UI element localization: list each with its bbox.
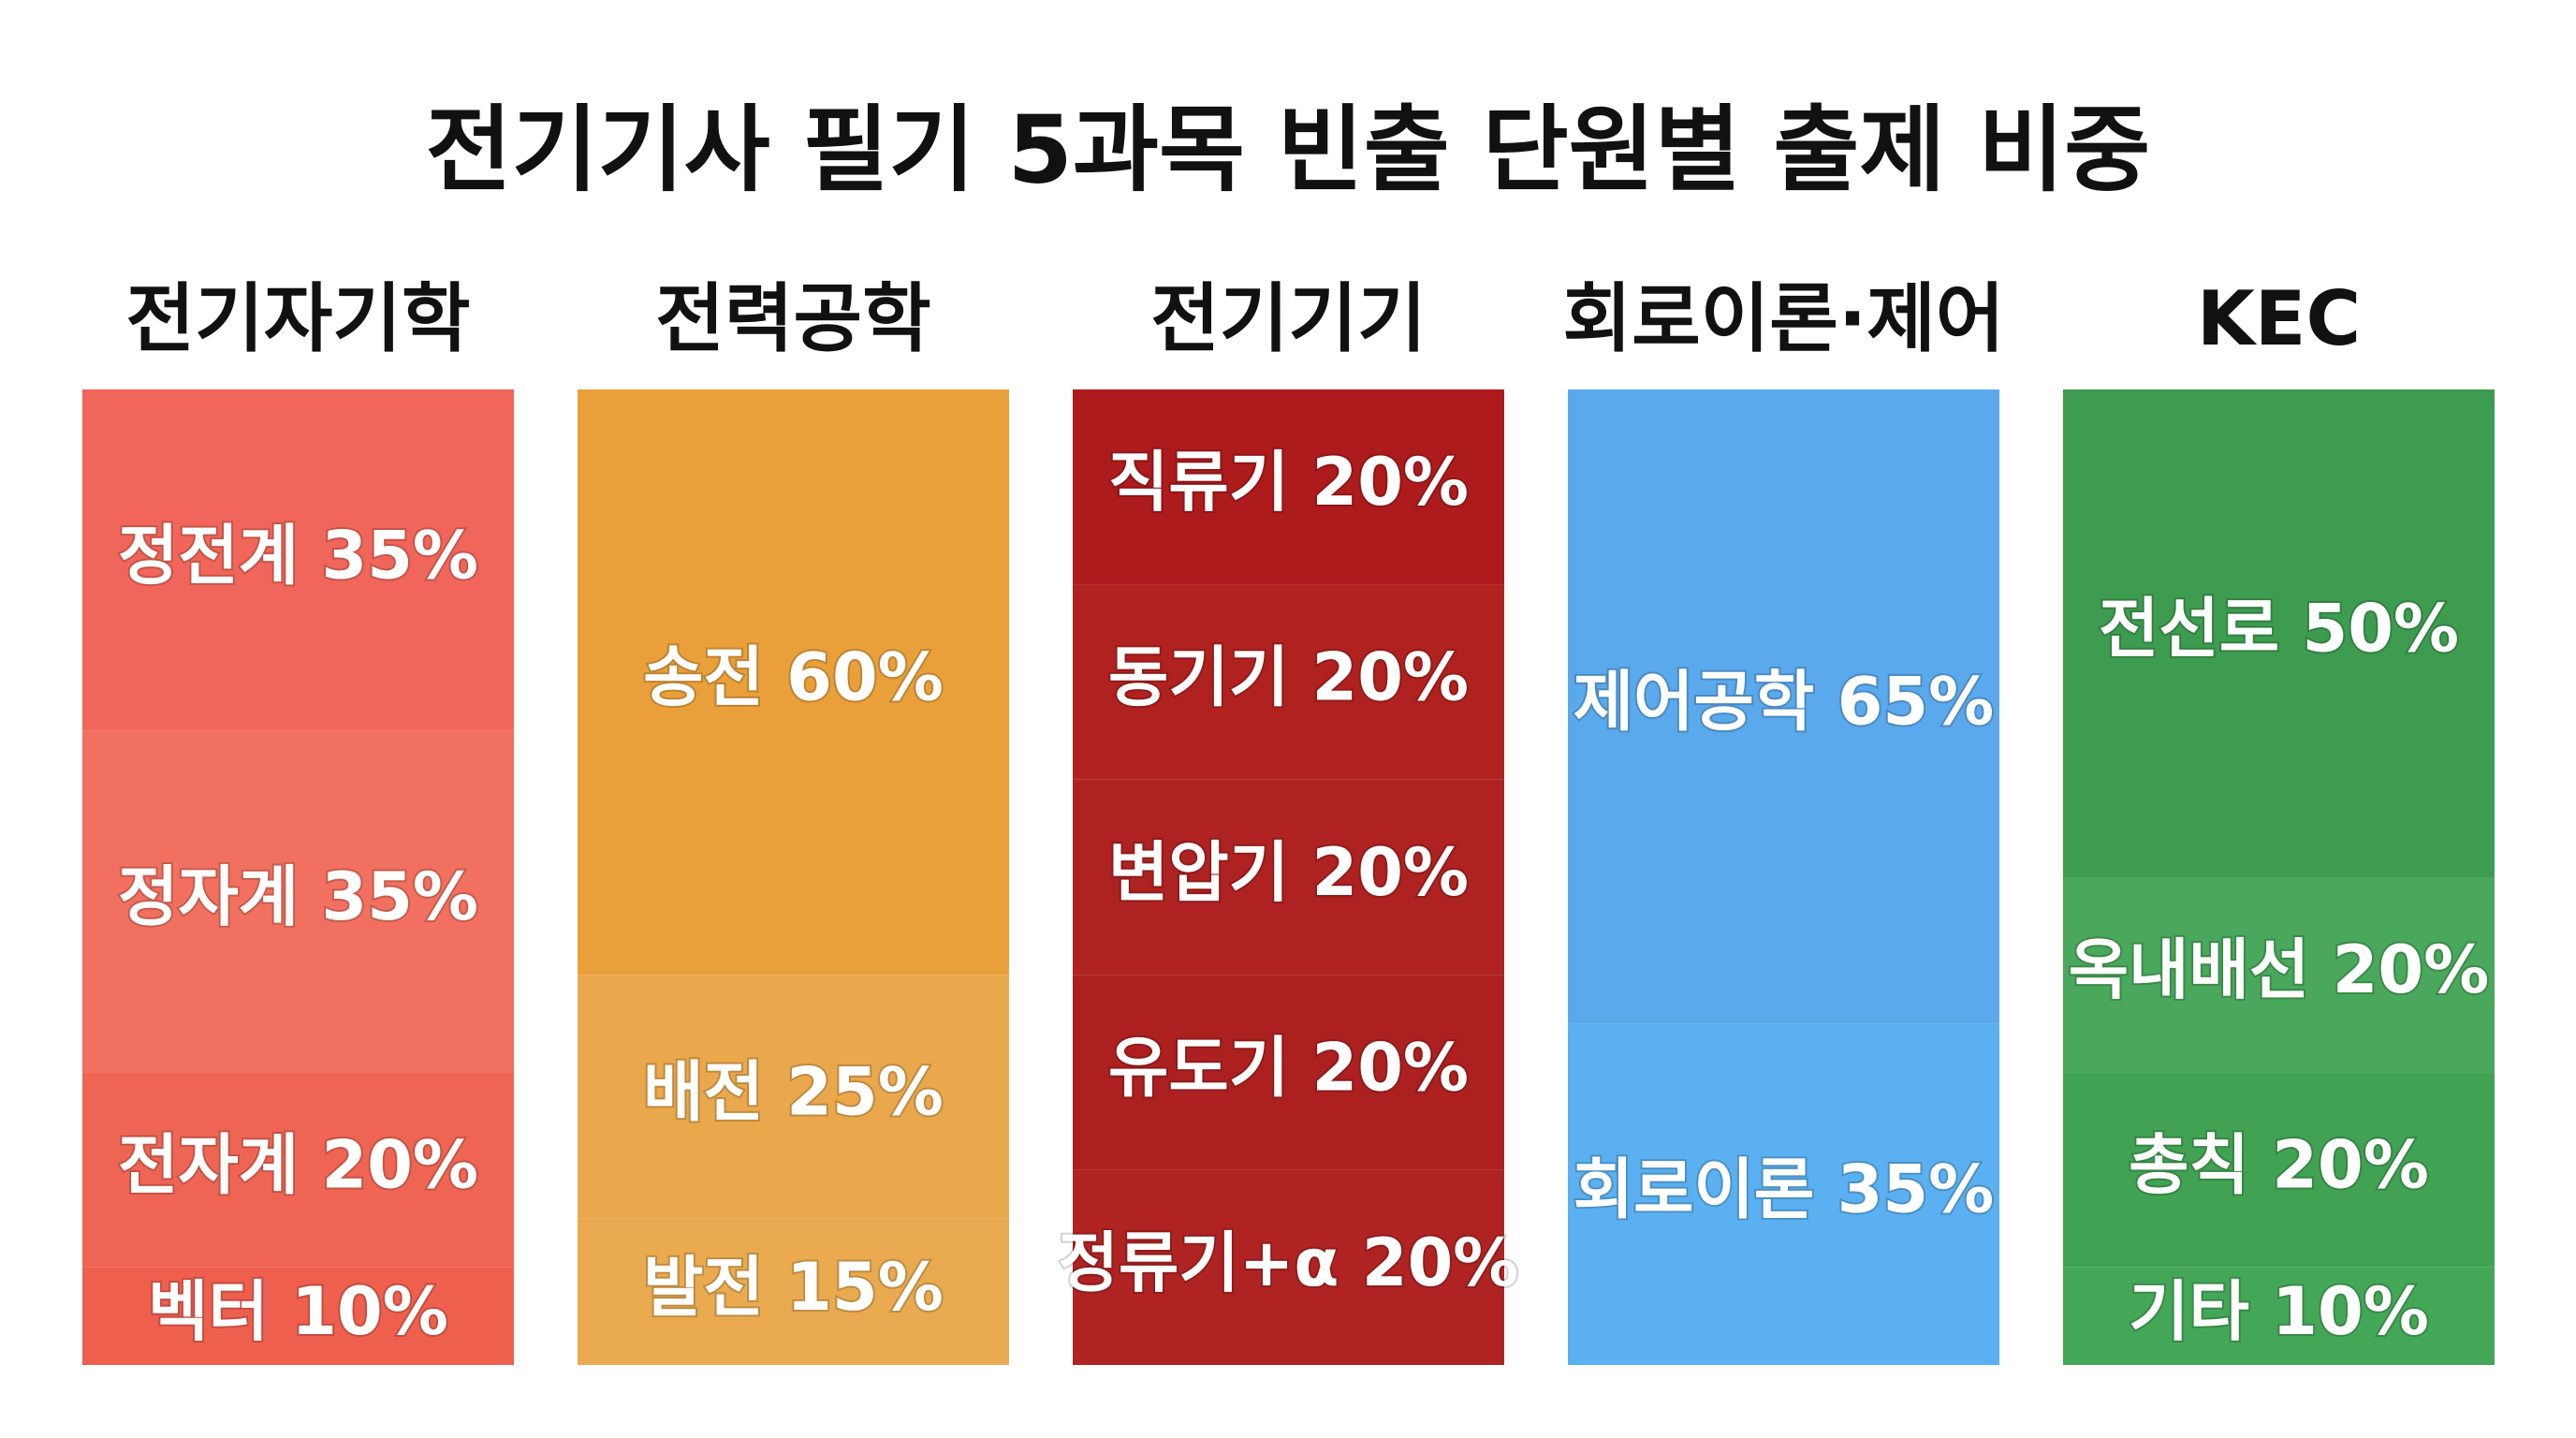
segment-label: 옥내배선 20% [2069,932,2490,1008]
segment-label: 배전 25% [643,1053,944,1130]
segment [2063,1267,2495,1365]
column-header: 전력공학 [655,275,930,362]
segment [1073,1169,1504,1365]
segment [578,1218,1009,1365]
segment-label: 직류기 20% [1108,444,1469,521]
segment [82,1267,514,1365]
segment [82,730,514,1073]
chart-title: 전기기사 필기 5과목 빈출 단원별 출제 비중 [426,95,2150,204]
segment [2063,389,2495,877]
segment-label: 총칙 20% [2129,1127,2429,1204]
segment-label: 정전계 35% [118,517,478,594]
segment [82,1072,514,1268]
segment [578,389,1009,976]
column-header: 전기기기 [1150,275,1426,362]
segment [1073,389,1504,585]
segment [2063,877,2495,1073]
segment [1073,975,1504,1170]
segment [1073,779,1504,976]
column-header: 전기자기학 [126,275,471,362]
segment [578,975,1009,1219]
segment [1568,389,1999,1024]
segment-label: 발전 15% [643,1249,944,1326]
column-header: 회로이론·제어 [1563,275,2005,362]
segment-label: 기타 10% [2129,1273,2429,1350]
segment-label: 벡터 10% [148,1273,448,1350]
segment-label: 정자계 35% [118,858,478,935]
segment-label: 변압기 20% [1108,834,1469,911]
segment [82,389,514,731]
segment [2063,1072,2495,1268]
segment-label: 정류기+α 20% [1059,1225,1519,1301]
segment-label: 제어공학 65% [1573,664,1995,741]
segment [1568,1023,1999,1365]
segment-label: 유도기 20% [1108,1029,1469,1106]
segment-label: 송전 60% [643,639,944,716]
segment-label: 동기기 20% [1108,639,1469,716]
segment-label: 전선로 50% [2099,591,2459,668]
column-header: KEC [2197,275,2361,362]
segment [1073,584,1504,780]
segment-label: 회로이론 35% [1573,1152,1995,1228]
segment-label: 전자계 20% [118,1127,478,1204]
